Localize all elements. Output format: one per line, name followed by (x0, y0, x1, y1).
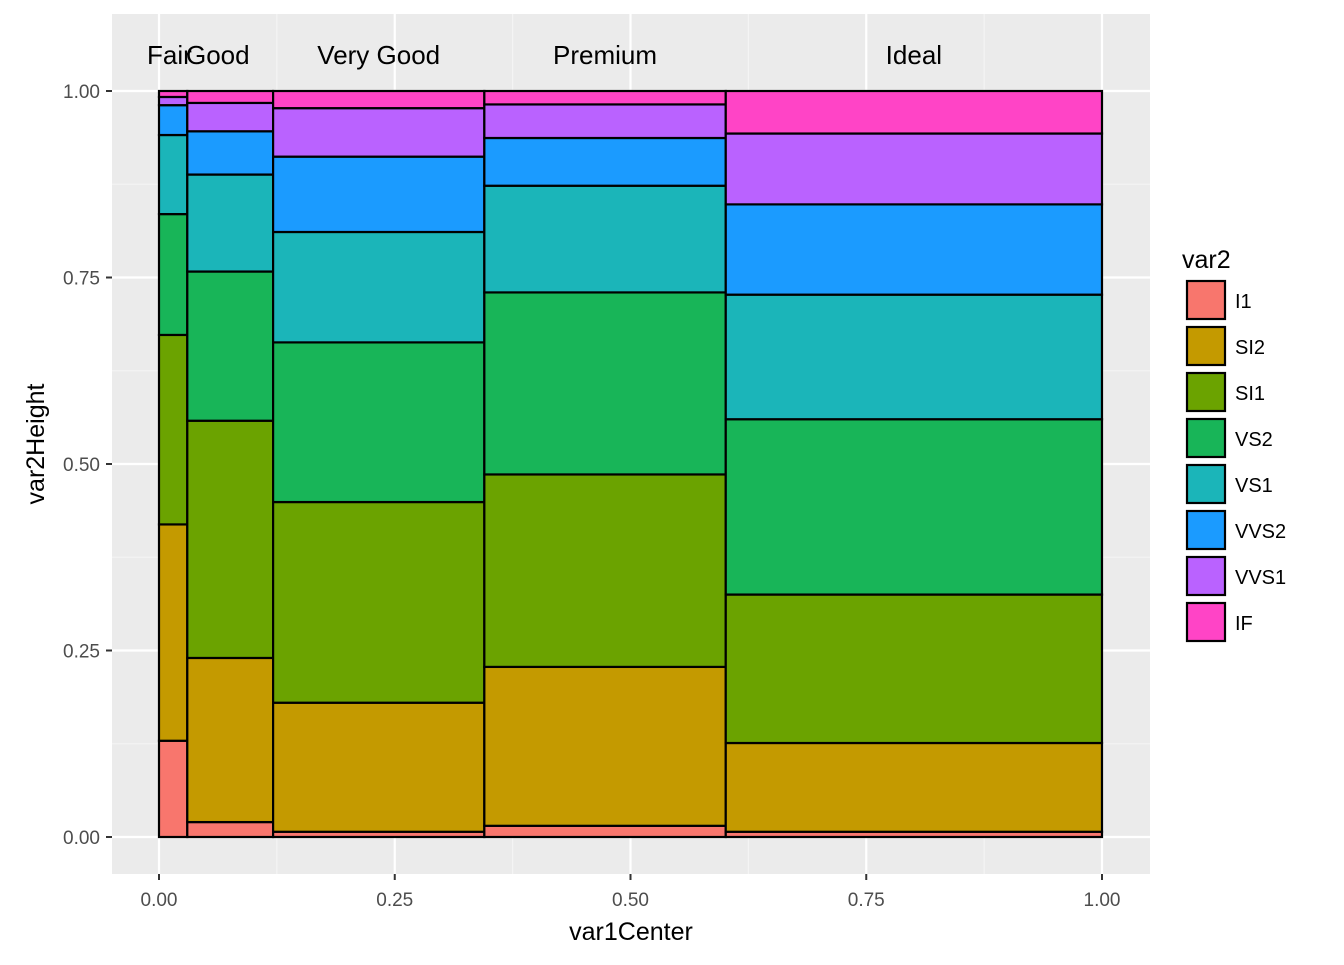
mosaic-tile (724, 593, 1104, 745)
mosaic-tile (157, 95, 189, 107)
mosaic-tile (157, 133, 189, 216)
mosaic-tile (157, 89, 189, 99)
legend-label: VVS2 (1235, 521, 1286, 543)
legend-label: IF (1235, 613, 1253, 635)
mosaic-tile (157, 212, 189, 337)
y-tick-label: 0.00 (63, 828, 100, 849)
mosaic-tile (186, 656, 275, 824)
mosaic-tile (272, 701, 486, 833)
mosaic-tile (186, 820, 275, 839)
y-tick-label: 0.75 (63, 269, 100, 290)
legend-swatch (1185, 417, 1227, 459)
x-tick-label: 0.75 (848, 890, 885, 911)
category-label: Good (186, 40, 250, 70)
mosaic-tile (483, 136, 727, 187)
category-label: Very Good (317, 40, 440, 70)
y-axis-title: var2Height (22, 384, 50, 505)
x-tick-label: 0.50 (612, 890, 649, 911)
legend-swatch (1185, 325, 1227, 367)
mosaic-tile (483, 291, 727, 476)
legend-swatch (1185, 279, 1227, 321)
legend-label: SI2 (1235, 337, 1265, 359)
x-tick-label: 0.00 (141, 890, 178, 911)
x-axis-title: var1Center (569, 918, 693, 946)
y-tick-label: 0.50 (63, 455, 100, 476)
legend-label: VS2 (1235, 429, 1273, 451)
legend-swatch (1185, 509, 1227, 551)
mosaic-tile (724, 293, 1104, 421)
mosaic-tile (724, 741, 1104, 833)
mosaic-tile (483, 665, 727, 827)
mosaic-tile (186, 130, 275, 176)
x-tick-label: 1.00 (1084, 890, 1121, 911)
mosaic-tile (724, 203, 1104, 296)
mosaic-tile (272, 89, 486, 110)
legend-title: var2 (1182, 246, 1231, 274)
mosaic-tile (186, 101, 275, 133)
mosaic-tile (272, 341, 486, 504)
legend-label: I1 (1235, 291, 1252, 313)
mosaic-tile (724, 89, 1104, 135)
mosaic-tile (483, 824, 727, 839)
legend-swatch (1185, 601, 1227, 643)
mosaic-tile (157, 523, 189, 742)
x-tick-label: 0.25 (376, 890, 413, 911)
mosaic-tile (724, 418, 1104, 596)
mosaic-tile (186, 419, 275, 660)
legend-swatch (1185, 371, 1227, 413)
y-tick-label: 1.00 (63, 82, 100, 103)
mosaic-tile (724, 132, 1104, 206)
mosaic-tile (186, 89, 275, 105)
mosaic-tile (157, 739, 189, 839)
mosaic-tile (157, 104, 189, 137)
mosaic-tile (483, 103, 727, 140)
mosaic-tile (157, 333, 189, 526)
legend-label: SI1 (1235, 383, 1265, 405)
mosaic-tile (186, 270, 275, 422)
legend-label: VVS1 (1235, 567, 1286, 589)
y-tick-label: 0.25 (63, 642, 100, 663)
mosaic-tile (272, 155, 486, 234)
mosaic-tile (272, 107, 486, 158)
legend-swatch (1185, 463, 1227, 505)
legend-swatch (1185, 555, 1227, 597)
mosaic-tile (186, 173, 275, 273)
category-label: Ideal (886, 40, 942, 70)
mosaic-tile (483, 184, 727, 294)
mosaic-tile (483, 473, 727, 669)
legend-label: VS1 (1235, 475, 1273, 497)
category-label: Fair (147, 40, 192, 70)
category-label: Premium (553, 40, 657, 70)
mosaic-tile (483, 89, 727, 106)
mosaic-tile (272, 500, 486, 704)
mosaic-tile (272, 230, 486, 344)
